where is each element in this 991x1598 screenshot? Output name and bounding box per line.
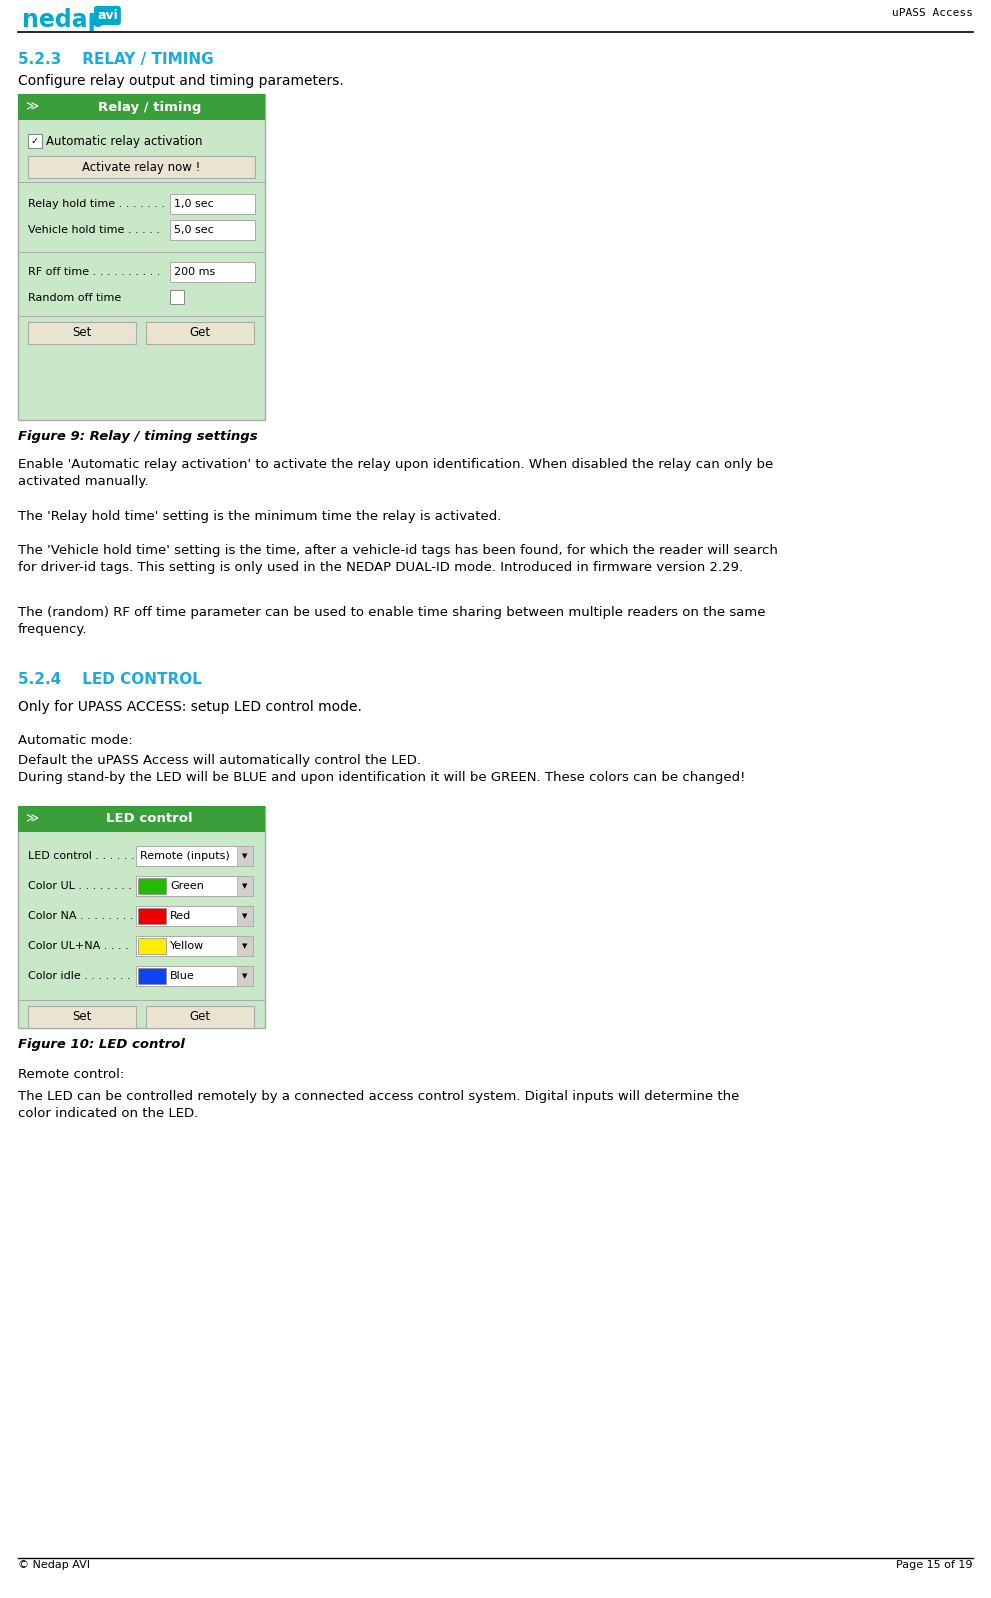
Text: nedap: nedap [22,8,105,32]
Text: Remote (inputs): Remote (inputs) [140,852,230,861]
Bar [138,968,166,984]
Text: Vehicle hold time . . . . .: Vehicle hold time . . . . . [28,225,160,235]
Text: 5,0 sec: 5,0 sec [174,225,214,235]
Text: ▼: ▼ [243,943,248,949]
Text: © Nedap AVI: © Nedap AVI [18,1560,90,1569]
Bar [237,876,253,896]
Bar [170,262,255,281]
Bar [18,805,265,1028]
Bar [237,906,253,925]
Text: The 'Relay hold time' setting is the minimum time the relay is activated.: The 'Relay hold time' setting is the min… [18,510,501,523]
Text: Set: Set [72,1010,92,1023]
Bar [237,967,253,986]
Text: Color UL . . . . . . . .: Color UL . . . . . . . . [28,880,132,892]
Text: uPASS Access: uPASS Access [892,8,973,18]
Text: Color idle . . . . . . .: Color idle . . . . . . . [28,972,131,981]
Bar [237,845,253,866]
Text: Red: Red [170,911,191,920]
Bar [146,323,254,344]
Text: The LED can be controlled remotely by a connected access control system. Digital: The LED can be controlled remotely by a … [18,1090,739,1103]
Bar [18,805,265,833]
Text: ▼: ▼ [243,884,248,888]
Text: Enable 'Automatic relay activation' to activate the relay upon identification. W: Enable 'Automatic relay activation' to a… [18,459,773,487]
Text: ▼: ▼ [243,973,248,980]
Text: Color NA . . . . . . . .: Color NA . . . . . . . . [28,911,134,920]
Bar [136,876,253,896]
Text: ≫: ≫ [26,812,39,826]
Text: The 'Vehicle hold time' setting is the time, after a vehicle-id tags has been fo: The 'Vehicle hold time' setting is the t… [18,543,778,574]
Bar [146,1007,254,1028]
Text: Relay hold time . . . . . . .: Relay hold time . . . . . . . [28,200,165,209]
Text: ≫: ≫ [26,101,39,113]
Text: Automatic mode:: Automatic mode: [18,733,133,746]
Text: 5.2.3    RELAY / TIMING: 5.2.3 RELAY / TIMING [18,53,214,67]
Text: Activate relay now !: Activate relay now ! [82,160,200,174]
Text: During stand-by the LED will be BLUE and upon identification it will be GREEN. T: During stand-by the LED will be BLUE and… [18,770,745,785]
Bar [170,289,184,304]
Bar [18,94,265,120]
Text: color indicated on the LED.: color indicated on the LED. [18,1107,198,1120]
Text: 5.2.4    LED CONTROL: 5.2.4 LED CONTROL [18,673,202,687]
Bar [170,221,255,240]
Text: Set: Set [72,326,92,339]
Text: Yellow: Yellow [170,941,204,951]
Bar [136,845,253,866]
Text: Default the uPASS Access will automatically control the LED.: Default the uPASS Access will automatica… [18,754,421,767]
Text: LED control . . . . . .: LED control . . . . . . [28,852,135,861]
Text: Figure 10: LED control: Figure 10: LED control [18,1039,185,1051]
Bar [136,936,253,956]
Text: Remote control:: Remote control: [18,1067,124,1080]
Text: ✓: ✓ [31,136,39,145]
Bar [138,938,166,954]
Bar [237,936,253,956]
Text: 200 ms: 200 ms [174,267,215,276]
Text: Only for UPASS ACCESS: setup LED control mode.: Only for UPASS ACCESS: setup LED control… [18,700,362,714]
Text: Figure 9: Relay / timing settings: Figure 9: Relay / timing settings [18,430,258,443]
Bar [138,877,166,893]
Text: 1,0 sec: 1,0 sec [174,200,214,209]
Bar [18,94,265,420]
Text: ▼: ▼ [243,912,248,919]
Text: The (random) RF off time parameter can be used to enable time sharing between mu: The (random) RF off time parameter can b… [18,606,765,636]
Text: Color UL+NA . . . .: Color UL+NA . . . . [28,941,129,951]
Bar [28,134,42,149]
Text: Configure relay output and timing parameters.: Configure relay output and timing parame… [18,74,344,88]
Bar [136,967,253,986]
Bar [136,906,253,925]
Bar [28,157,255,177]
Text: Green: Green [170,880,204,892]
Text: Get: Get [189,326,210,339]
Bar [28,1007,136,1028]
Text: Automatic relay activation: Automatic relay activation [46,134,202,147]
Text: LED control: LED control [106,812,193,826]
Bar [28,323,136,344]
Text: Blue: Blue [170,972,195,981]
Bar [138,908,166,924]
Text: Page 15 of 19: Page 15 of 19 [897,1560,973,1569]
Bar [170,193,255,214]
Text: avi: avi [97,10,118,22]
Text: RF off time . . . . . . . . . .: RF off time . . . . . . . . . . [28,267,161,276]
Text: Get: Get [189,1010,210,1023]
Text: ▼: ▼ [243,853,248,860]
Text: Relay / timing: Relay / timing [98,101,201,113]
Text: Random off time: Random off time [28,292,121,304]
